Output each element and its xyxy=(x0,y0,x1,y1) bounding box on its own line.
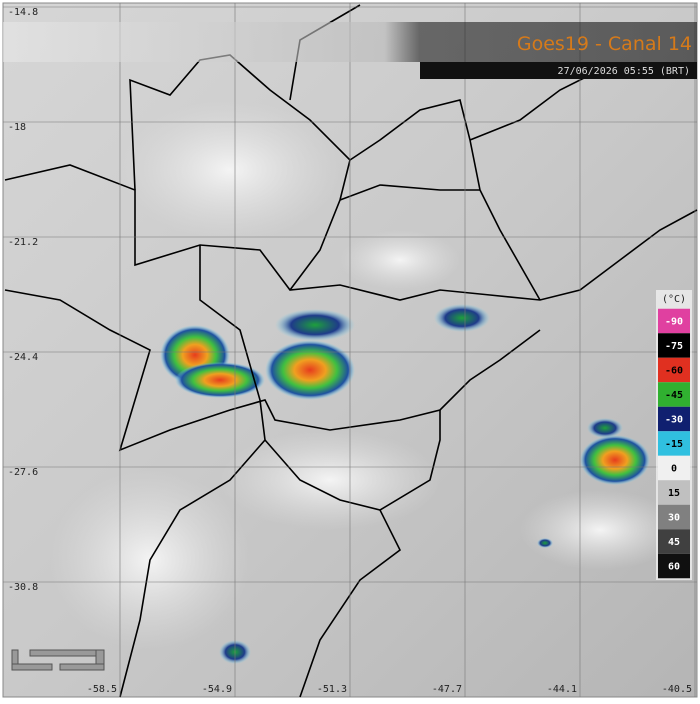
header-band xyxy=(3,22,697,62)
colorbar-label: -90 xyxy=(665,317,683,328)
colorbar-label: 45 xyxy=(668,537,680,548)
colorbar-swatch xyxy=(658,504,690,530)
lon-label: -54.9 xyxy=(202,684,232,695)
colorbar-label: -45 xyxy=(665,390,683,401)
product-title: Goes19 - Canal 14 xyxy=(517,33,692,55)
lat-label: -14.8 xyxy=(8,7,38,18)
lat-label: -18 xyxy=(8,122,26,133)
colorbar-label: -75 xyxy=(665,341,683,352)
colorbar-swatch xyxy=(658,382,690,407)
lat-label: -27.6 xyxy=(8,467,38,478)
lon-label: -47.7 xyxy=(432,684,462,695)
logo xyxy=(11,649,105,671)
graticule: -58.5 -54.9 -51.3 -47.7 -44.1 -40.5 -14.8 -18 -2… xyxy=(3,3,697,697)
colorbar-swatch xyxy=(658,357,690,383)
colorbar-swatch xyxy=(658,431,690,456)
lon-label: -40.5 xyxy=(662,684,692,695)
colorbar-label: -60 xyxy=(665,366,683,377)
timestamp-band xyxy=(420,62,697,79)
lat-label: -30.8 xyxy=(8,582,38,593)
lat-label: -24.4 xyxy=(8,352,38,363)
lon-label: -51.3 xyxy=(317,684,347,695)
colorbar-swatch xyxy=(658,406,690,432)
colorbar-swatch xyxy=(658,529,690,554)
lon-label: -58.5 xyxy=(87,684,117,695)
colorbar-swatch xyxy=(658,553,690,579)
colorbar-swatch xyxy=(658,455,690,481)
borders xyxy=(4,4,698,698)
colorbar-swatch xyxy=(658,308,690,334)
colorbar-label: 0 xyxy=(671,464,677,475)
lon-label: -44.1 xyxy=(547,684,577,695)
colorbar-label: 15 xyxy=(668,488,680,499)
colorbar-label: -30 xyxy=(665,415,683,426)
colorbar-swatch xyxy=(658,480,690,505)
colorbar-label: 30 xyxy=(668,513,680,524)
colorbar-label: -15 xyxy=(665,439,683,450)
convective-cells xyxy=(160,304,650,664)
colorbar: (°C) -90 -75 -60 -45 -30 -15 0 15 30 45 60 xyxy=(656,290,692,580)
colorbar-label: 60 xyxy=(668,562,680,573)
cloud-cover xyxy=(50,100,680,650)
timestamp: 27/06/2026 05:55 (BRT) xyxy=(558,66,690,77)
colorbar-swatch xyxy=(658,333,690,358)
lat-label: -21.2 xyxy=(8,237,38,248)
colorbar-unit: (°C) xyxy=(662,294,686,305)
